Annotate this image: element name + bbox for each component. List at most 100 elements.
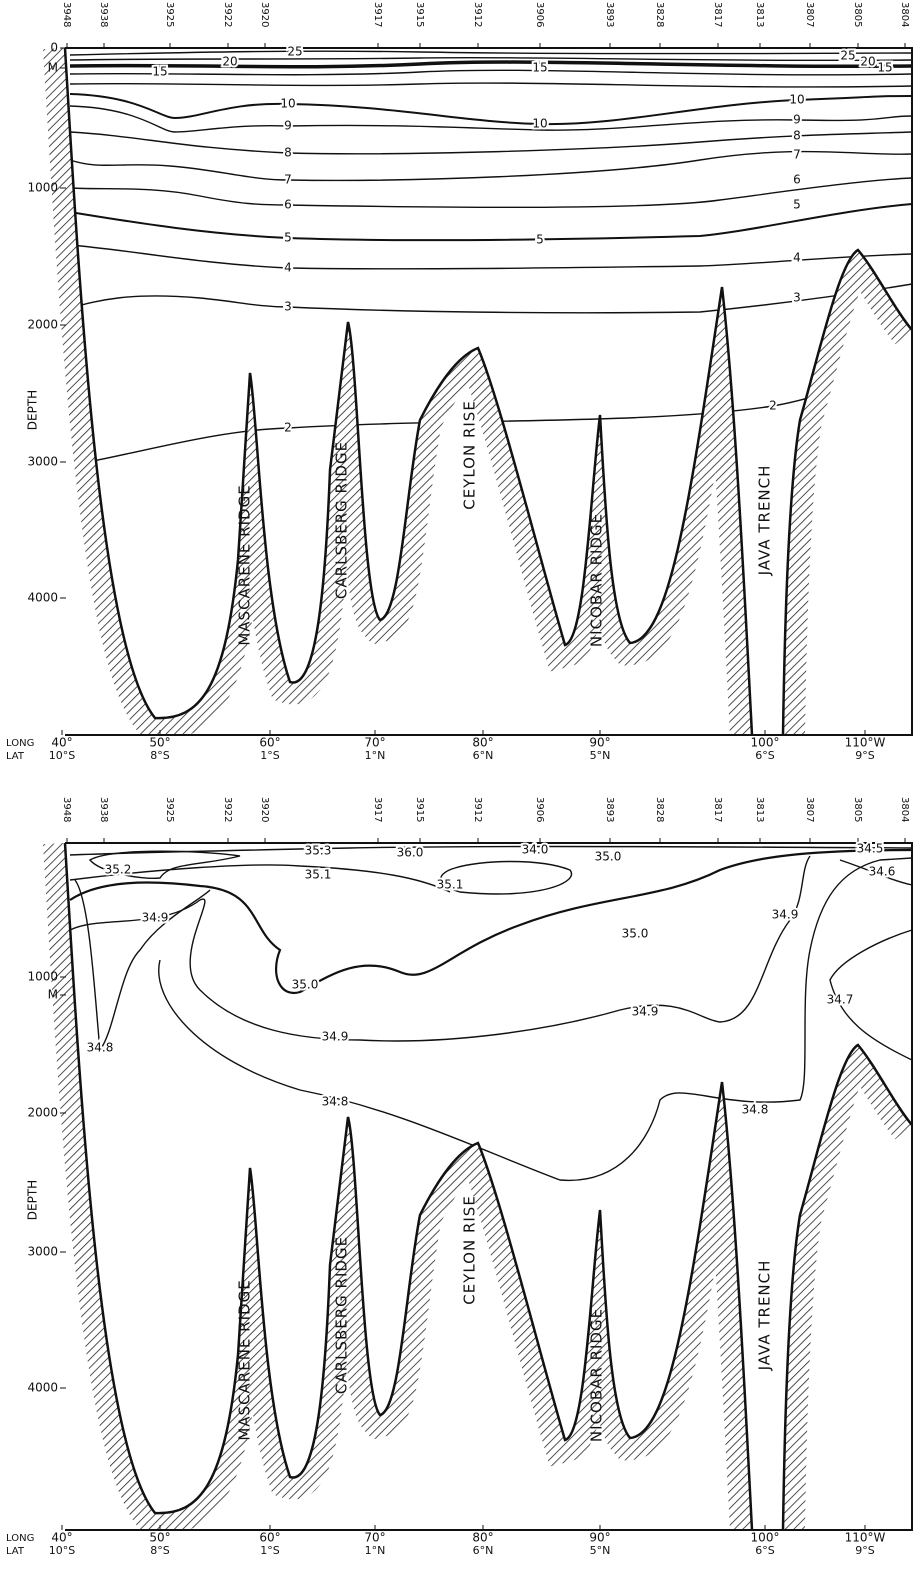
depth-label: 2000: [27, 318, 58, 332]
station-label: 3807: [804, 2, 815, 27]
depth-title: DEPTH: [26, 390, 40, 430]
contour-label: 34.5: [857, 842, 884, 856]
lat-title: LAT: [6, 1546, 25, 1557]
station-label: 3906: [534, 2, 545, 27]
contour-label: 15: [877, 61, 892, 75]
latitude-label: 10°S: [49, 1544, 75, 1557]
feature-label: CARLSBERG RIDGE: [333, 441, 351, 599]
contour-label: 34.9: [322, 1030, 349, 1044]
depth-label: 3000: [27, 1245, 58, 1259]
station-label: 3925: [164, 2, 175, 27]
feature-label: CEYLON RISE: [461, 1195, 479, 1305]
station-label: 3922: [222, 2, 233, 27]
contour-line: [69, 150, 913, 182]
longitude-label: 50°: [149, 1531, 170, 1545]
salinity-contours: [69, 845, 913, 1181]
station-label: 3807: [804, 797, 815, 822]
contour-line: [69, 131, 913, 155]
latitude-label: 6°S: [755, 749, 774, 762]
longitude-label: 80°: [472, 736, 493, 750]
station-label: 3920: [259, 797, 270, 822]
contour-label: 34.8: [87, 1041, 114, 1055]
feature-label: JAVA TRENCH: [756, 1260, 774, 1372]
contour-line: [69, 93, 913, 126]
contour-label: 25: [840, 49, 855, 63]
station-label: 3912: [472, 2, 483, 27]
contour-label: 5: [284, 231, 292, 245]
latitude-label: 1°S: [260, 749, 279, 762]
frames: [65, 47, 913, 1531]
contour-label: 2: [769, 399, 777, 413]
contour-line: [69, 203, 913, 242]
station-label: 3917: [372, 2, 383, 27]
contour-label: 8: [284, 146, 292, 160]
depth-title: DEPTH: [26, 1180, 40, 1220]
latitude-label: 8°S: [150, 1544, 169, 1557]
contour-label: 5: [536, 233, 544, 247]
longitude-label: 100°: [751, 736, 780, 750]
station-label: 3948: [61, 797, 72, 822]
feature-label: MASCARENE RIDGE: [236, 484, 254, 645]
longitude-label: 110°W: [845, 736, 886, 750]
contour-label: 5: [793, 198, 801, 212]
latitude-label: 10°S: [49, 749, 75, 762]
seafloor: [65, 48, 912, 735]
lat-title: LAT: [6, 751, 25, 762]
latitude-label: 1°S: [260, 1544, 279, 1557]
longitude-label: 60°: [259, 736, 280, 750]
contour-line: [65, 47, 913, 736]
contour-label: 10: [789, 93, 804, 107]
long-title: LONG: [6, 1533, 34, 1544]
feature-label: JAVA TRENCH: [756, 465, 774, 577]
longitude-label: 60°: [259, 1531, 280, 1545]
station-label: 3915: [414, 2, 425, 27]
contour-label: 10: [280, 97, 295, 111]
station-label: 3813: [754, 2, 765, 27]
station-label: 3817: [712, 797, 723, 822]
station-label: 3938: [98, 2, 109, 27]
latitude-label: 1°N: [365, 749, 386, 762]
station-label: 3915: [414, 797, 425, 822]
feature-label: CEYLON RISE: [461, 400, 479, 510]
station-label: 3817: [712, 2, 723, 27]
contour-label: 15: [532, 61, 547, 75]
contour-label: 34.9: [772, 908, 799, 922]
contour-label: 4: [793, 251, 801, 265]
station-label: 3922: [222, 797, 233, 822]
contour-line: [439, 860, 573, 895]
contour-line: [69, 82, 913, 88]
station-label: 3828: [654, 2, 665, 27]
depth-label: 1000: [27, 181, 58, 195]
contour-label: 7: [793, 148, 801, 162]
station-label: 3917: [372, 797, 383, 822]
contour-label: 34.8: [322, 1095, 349, 1109]
contour-line: [69, 177, 913, 209]
longitude-label: 110°W: [845, 1531, 886, 1545]
station-label: 3804: [899, 797, 910, 822]
station-label: 3925: [164, 797, 175, 822]
station-label: 3893: [604, 797, 615, 822]
contour-label: 34.6: [869, 865, 896, 879]
longitude-label: 40°: [51, 1531, 72, 1545]
contour-label: 36.0: [397, 846, 424, 860]
station-label: 3920: [259, 2, 270, 27]
contour-line: [69, 283, 913, 314]
contour-line: [158, 857, 913, 1181]
contour-label: 15: [152, 65, 167, 79]
contour-line: [69, 50, 913, 56]
contour-label: 9: [284, 119, 292, 133]
station-label: 3805: [852, 2, 863, 27]
contour-label: 35.1: [305, 868, 332, 882]
station-label: 3813: [754, 797, 765, 822]
contour-label: 35.0: [622, 927, 649, 941]
contour-label: 10: [532, 117, 547, 131]
station-label: 3804: [899, 2, 910, 27]
depth-label: M: [48, 988, 58, 1002]
station-label: 3805: [852, 797, 863, 822]
contour-line: [69, 848, 913, 995]
longitude-label: 50°: [149, 736, 170, 750]
latitude-label: 6°N: [473, 1544, 494, 1557]
contour-label: 20: [860, 55, 875, 69]
longitude-label: 90°: [589, 736, 610, 750]
